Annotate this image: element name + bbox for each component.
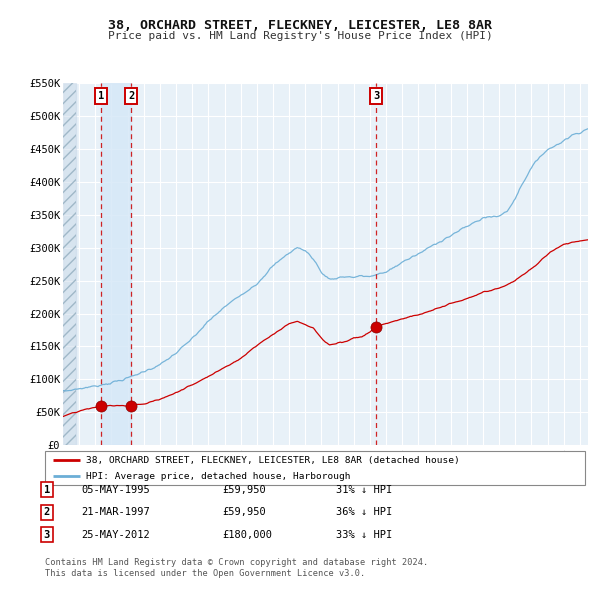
Text: £59,950: £59,950 <box>222 485 266 494</box>
Text: 25-MAY-2012: 25-MAY-2012 <box>81 530 150 539</box>
Text: 1: 1 <box>44 485 50 494</box>
Text: £180,000: £180,000 <box>222 530 272 539</box>
Text: Price paid vs. HM Land Registry's House Price Index (HPI): Price paid vs. HM Land Registry's House … <box>107 31 493 41</box>
Text: 3: 3 <box>373 91 380 101</box>
Text: 2: 2 <box>44 507 50 517</box>
Text: 2: 2 <box>128 91 134 101</box>
FancyBboxPatch shape <box>45 451 585 485</box>
Text: 05-MAY-1995: 05-MAY-1995 <box>81 485 150 494</box>
Text: £59,950: £59,950 <box>222 507 266 517</box>
Text: 36% ↓ HPI: 36% ↓ HPI <box>336 507 392 517</box>
Bar <box>101 83 131 445</box>
Text: 3: 3 <box>44 530 50 539</box>
Text: 38, ORCHARD STREET, FLECKNEY, LEICESTER, LE8 8AR: 38, ORCHARD STREET, FLECKNEY, LEICESTER,… <box>108 19 492 32</box>
Text: 33% ↓ HPI: 33% ↓ HPI <box>336 530 392 539</box>
Text: 38, ORCHARD STREET, FLECKNEY, LEICESTER, LE8 8AR (detached house): 38, ORCHARD STREET, FLECKNEY, LEICESTER,… <box>86 456 459 465</box>
Bar <box>63 83 76 445</box>
Text: HPI: Average price, detached house, Harborough: HPI: Average price, detached house, Harb… <box>86 472 350 481</box>
Text: Contains HM Land Registry data © Crown copyright and database right 2024.: Contains HM Land Registry data © Crown c… <box>45 558 428 566</box>
Bar <box>63 83 76 445</box>
Text: This data is licensed under the Open Government Licence v3.0.: This data is licensed under the Open Gov… <box>45 569 365 578</box>
Text: 31% ↓ HPI: 31% ↓ HPI <box>336 485 392 494</box>
Text: 21-MAR-1997: 21-MAR-1997 <box>81 507 150 517</box>
Text: 1: 1 <box>98 91 104 101</box>
